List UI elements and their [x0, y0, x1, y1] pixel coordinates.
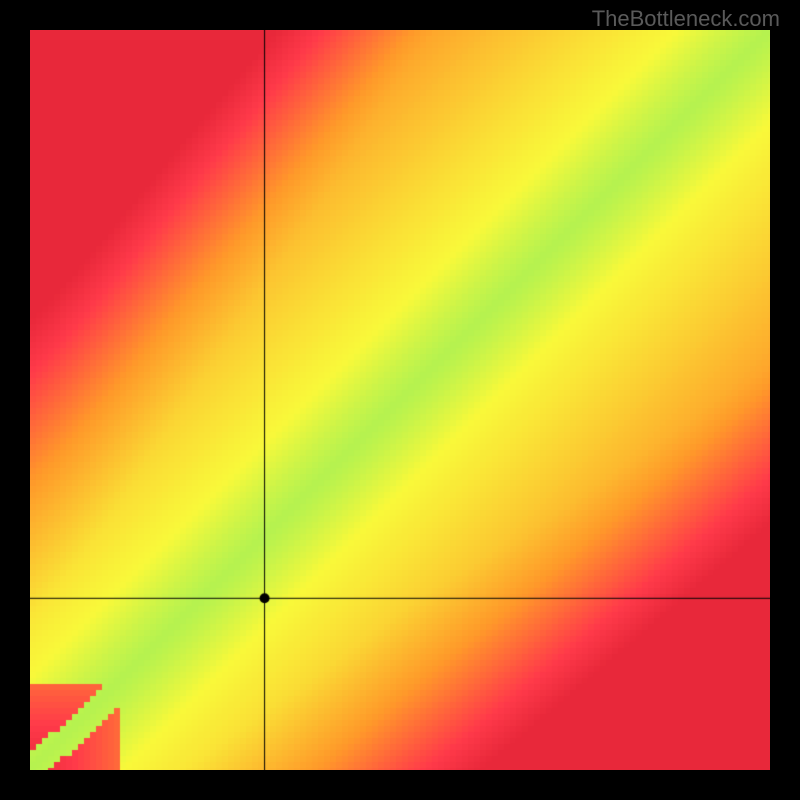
heatmap-plot	[30, 30, 770, 770]
watermark-text: TheBottleneck.com	[592, 6, 780, 32]
heatmap-canvas	[30, 30, 770, 770]
